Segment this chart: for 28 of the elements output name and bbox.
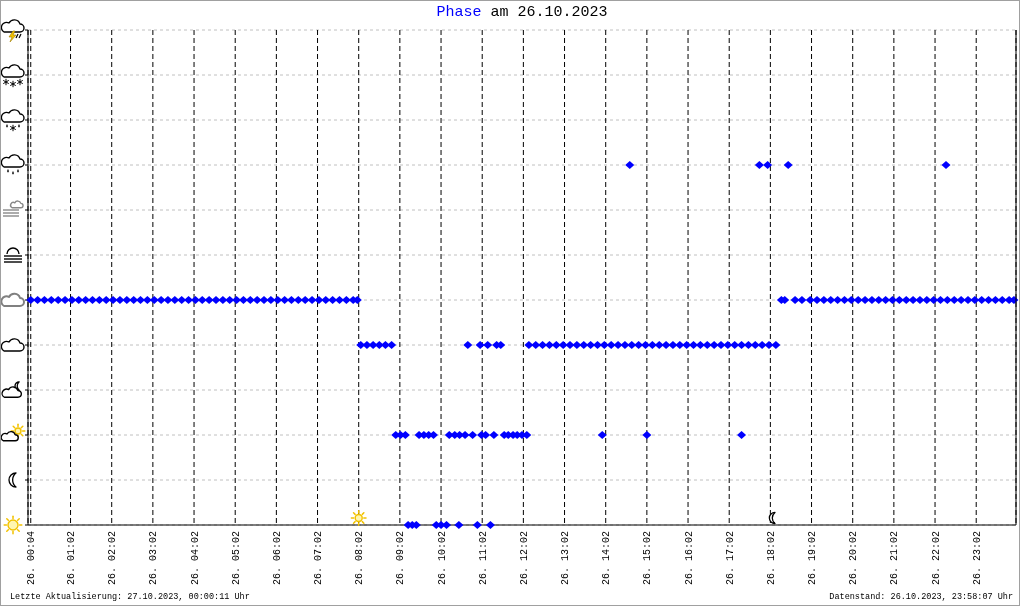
- x-tick-label: 26. 21:02: [889, 531, 901, 586]
- x-tick-label: 26. 11:02: [477, 531, 489, 586]
- x-tick-label: 26. 07:02: [313, 531, 325, 586]
- x-tick-label: 26. 20:02: [848, 531, 860, 586]
- text: Letzte Aktualisierung: 27.10.2023, 00:00:11 Uhr: [10, 592, 250, 602]
- x-tick-label: 26. 02:02: [107, 531, 119, 586]
- x-tick-label: 26. 15:02: [642, 531, 654, 586]
- text: Datenstand: 26.10.2023, 23:58:07 Uhr: [829, 592, 1013, 602]
- x-tick-label: 26. 03:02: [148, 531, 160, 586]
- x-tick-label: 26. 05:02: [230, 531, 242, 586]
- x-tick-label: 26. 19:02: [807, 531, 819, 586]
- x-tick-label: 26. 08:02: [354, 531, 366, 586]
- x-tick-label: 26. 00:04: [26, 531, 38, 586]
- x-tick-label: 26. 09:02: [395, 531, 407, 586]
- x-tick-label: 26. 14:02: [601, 531, 613, 586]
- x-tick-label: 26. 12:02: [518, 531, 530, 586]
- x-tick-label: 26. 17:02: [724, 531, 736, 586]
- x-tick-label: 26. 18:02: [765, 531, 777, 586]
- x-tick-label: 26. 16:02: [683, 531, 695, 586]
- text: Phase: [436, 4, 482, 21]
- x-tick-label: 26. 13:02: [560, 531, 572, 586]
- x-tick-label: 26. 04:02: [189, 531, 201, 586]
- x-tick-label: 26. 01:02: [66, 531, 78, 586]
- x-tick-label: 26. 22:02: [930, 531, 942, 586]
- x-tick-label: 26. 06:02: [271, 531, 283, 586]
- x-tick-label: 26. 23:02: [971, 531, 983, 586]
- chart-title: am 26.10.2023: [490, 4, 608, 21]
- x-tick-label: 26. 10:02: [436, 531, 448, 586]
